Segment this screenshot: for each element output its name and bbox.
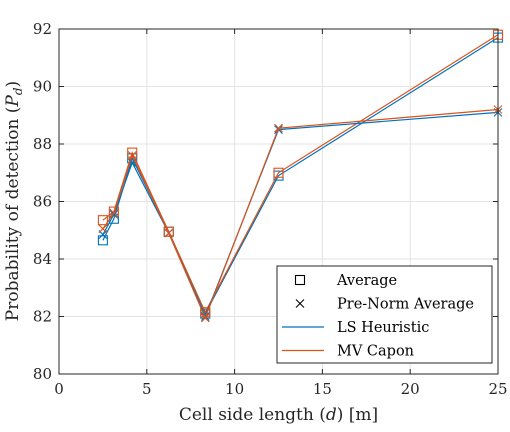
y-axis-label: Probability of detection (Pd) <box>3 81 25 321</box>
legend-item-average: Average <box>294 273 397 289</box>
y-tick-label: 82 <box>33 308 52 326</box>
data-point-stroke <box>98 224 108 234</box>
data-point <box>163 226 174 237</box>
series-mv-capon-pre-norm-average <box>98 105 503 323</box>
data-point <box>98 224 108 234</box>
y-tick-label: 86 <box>33 193 52 211</box>
y-tick-label: 84 <box>33 250 52 268</box>
legend-marker-x <box>295 299 305 308</box>
data-point-stroke <box>127 151 137 160</box>
y-tick-label: 80 <box>33 365 52 383</box>
x-tick-label: 0 <box>54 380 64 398</box>
legend-item-pre-norm-average: Pre-Norm Average <box>295 297 474 313</box>
x-tick-label: 20 <box>401 380 420 398</box>
data-point-stroke <box>109 208 119 218</box>
data-point <box>127 151 137 160</box>
data-point <box>200 313 210 323</box>
legend-label: LS Heuristic <box>337 320 429 336</box>
data-point-stroke <box>164 228 174 238</box>
data-point-stroke <box>274 123 283 133</box>
legend-item-mv-capon: MV Capon <box>282 344 414 360</box>
legend-label: Pre-Norm Average <box>337 297 474 313</box>
data-point <box>97 235 108 246</box>
data-point <box>273 167 284 178</box>
data-point <box>274 123 283 133</box>
legend-marker-x-stroke <box>295 299 305 308</box>
legend-label: MV Capon <box>337 344 414 360</box>
data-point-stroke <box>200 313 210 323</box>
y-tick-label: 88 <box>33 135 52 153</box>
data-point <box>108 206 119 217</box>
legend-marker-square <box>294 274 306 286</box>
x-tick-label: 10 <box>225 380 244 398</box>
y-tick-label: 90 <box>33 78 52 96</box>
legend-box <box>276 265 493 364</box>
data-point <box>97 215 108 226</box>
legend: Average Pre-Norm Average LS Heuristic MV Ca… <box>276 265 493 364</box>
y-tick-label: 92 <box>33 20 52 38</box>
x-tick-label: 5 <box>142 380 152 398</box>
data-point <box>164 228 174 238</box>
axes <box>58 28 499 375</box>
x-axis-label: Cell side length (d) [m] <box>179 405 378 425</box>
x-tick-label: 25 <box>488 380 507 398</box>
legend-label: Average <box>336 273 397 289</box>
data-point <box>109 208 119 218</box>
tick-labels: 0 5 10 15 20 25 80 82 84 86 88 90 92 <box>33 20 508 398</box>
legend-item-ls-heuristic: LS Heuristic <box>282 320 429 336</box>
x-tick-label: 15 <box>313 380 332 398</box>
